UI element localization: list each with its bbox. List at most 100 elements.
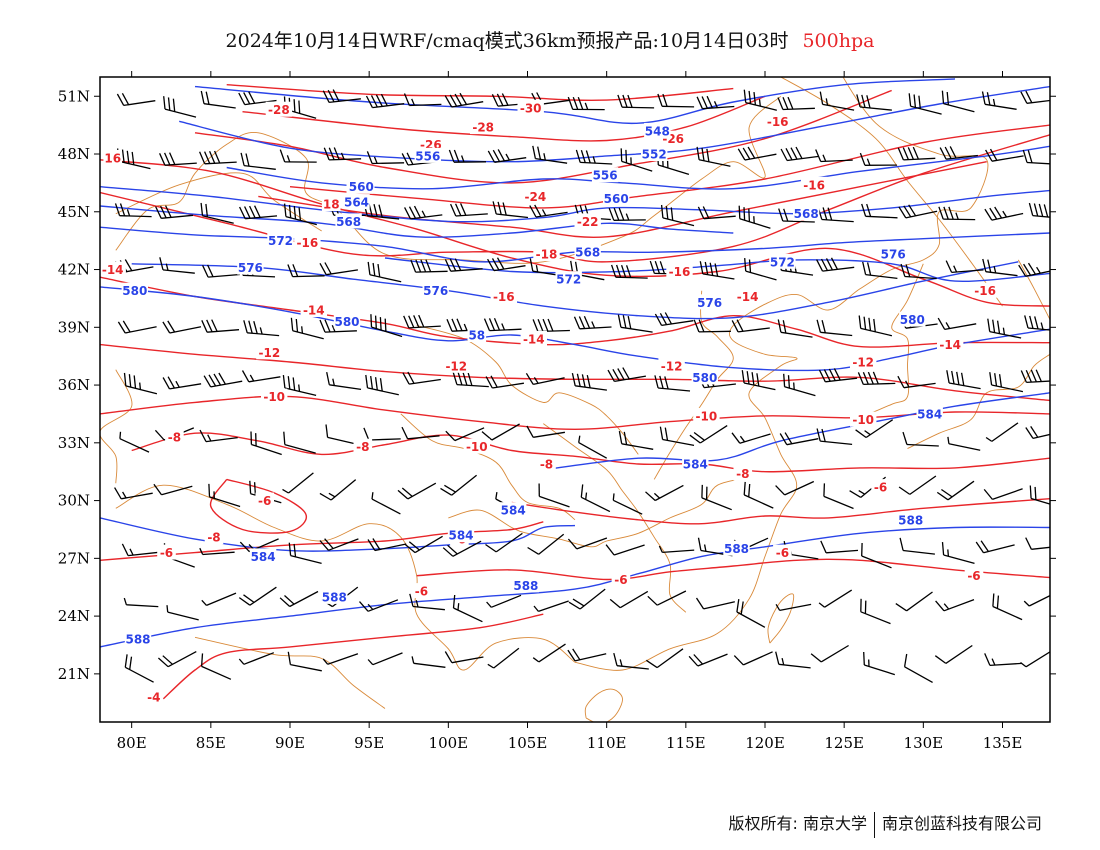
wind-barb xyxy=(660,204,695,227)
contour-label-bg xyxy=(937,336,964,352)
temperature-contour xyxy=(162,613,544,700)
boundary-line xyxy=(584,688,623,722)
contour-label: -6 xyxy=(614,573,627,587)
x-tick-label: 120E xyxy=(745,734,785,752)
boundary-line xyxy=(574,77,989,671)
wind-barb xyxy=(783,373,816,397)
wind-barb xyxy=(322,653,359,665)
wind-barb xyxy=(1024,315,1050,331)
contour-label: -12 xyxy=(661,359,683,373)
wind-barb xyxy=(983,488,1023,501)
contour-label: -24 xyxy=(525,190,547,204)
axis-layer: 80E 85E 90E 95E 100E 105E 110E 115E 120E 125E 130E… xyxy=(58,71,1056,752)
contour-label-bg xyxy=(447,527,475,543)
y-tick-label: 45N xyxy=(58,203,90,221)
wind-barb xyxy=(613,652,649,670)
wind-barb xyxy=(250,431,282,456)
contour-label-bg xyxy=(691,369,718,385)
wind-barb xyxy=(486,594,522,608)
wind-barb xyxy=(485,532,523,553)
wind-barb xyxy=(529,204,568,218)
x-tick-label: 130E xyxy=(904,734,944,752)
copyright-owner-1: 版权所有: 南京大学 xyxy=(728,814,867,833)
wind-barb xyxy=(403,93,442,107)
wind-barb xyxy=(159,152,197,166)
wind-barb xyxy=(290,317,324,340)
boundary-line xyxy=(100,369,133,484)
wind-barb xyxy=(897,146,936,161)
height-contour xyxy=(100,526,1050,648)
boundary-line xyxy=(115,484,576,671)
contour-label-bg xyxy=(644,122,671,138)
wind-barb xyxy=(855,419,894,439)
wind-barb xyxy=(898,204,938,219)
wind-barb xyxy=(946,370,981,390)
wind-barb xyxy=(607,367,647,383)
wind-barb xyxy=(731,432,771,444)
temperature-contour xyxy=(289,124,1050,209)
wind-barb xyxy=(775,480,815,496)
contour-label: -8 xyxy=(736,467,749,481)
wind-barb xyxy=(939,146,978,160)
contour-label-bg xyxy=(237,259,264,275)
contour-label: 548 xyxy=(645,124,670,138)
contour-label: -12 xyxy=(445,359,467,373)
wind-barb xyxy=(733,651,773,666)
contour-label: 584 xyxy=(501,504,526,518)
wind-barb xyxy=(238,91,277,106)
wind-barb xyxy=(737,146,777,161)
boundary-line xyxy=(400,413,576,521)
wind-barb xyxy=(487,149,527,163)
wind-barb xyxy=(397,482,437,500)
wind-barb xyxy=(162,376,202,390)
wind-barb xyxy=(201,592,237,606)
height-contour xyxy=(100,205,734,238)
contour-label: -22 xyxy=(577,215,599,229)
wind-barb xyxy=(323,147,362,161)
wind-barb xyxy=(741,370,776,391)
contour-label-bg xyxy=(500,502,527,518)
wind-barb xyxy=(608,207,646,221)
wind-barb xyxy=(527,533,565,555)
wind-barb xyxy=(238,586,277,606)
copyright-owner-2: 南京创蓝科技有限公司 xyxy=(881,814,1042,833)
wind-barb xyxy=(731,319,770,333)
contour-label-bg xyxy=(157,544,176,560)
contour-label-bg xyxy=(124,631,152,647)
contour-label: 588 xyxy=(125,633,150,647)
wind-barb xyxy=(159,257,195,274)
wind-barb xyxy=(538,483,570,508)
wind-barb xyxy=(903,653,933,683)
wind-barb xyxy=(365,93,405,109)
title-text: 2024年10月14日WRF/cmaq模式36km预报产品:10月14日03时 xyxy=(225,30,789,52)
y-tick-label: 51N xyxy=(58,87,90,105)
boundary-line xyxy=(448,477,750,548)
wind-barb xyxy=(202,264,240,278)
contour-label-bg xyxy=(412,583,431,599)
wind-barb xyxy=(287,264,325,278)
wind-barb xyxy=(123,372,158,395)
wind-barb xyxy=(1020,369,1050,384)
height-contour xyxy=(131,261,1019,320)
wind-barb xyxy=(992,593,1023,621)
wind-barb xyxy=(1029,485,1050,505)
wind-barb xyxy=(1022,149,1050,165)
contour-label-bg xyxy=(121,282,148,298)
boundary-line xyxy=(859,263,924,419)
contour-label: -6 xyxy=(967,569,980,583)
x-tick-label: 105E xyxy=(508,734,548,752)
contour-label-bg xyxy=(467,327,487,342)
wind-barb xyxy=(155,205,194,219)
wind-barb xyxy=(567,537,608,550)
wind-barb xyxy=(778,208,815,223)
contour-label: 584 xyxy=(251,550,276,564)
wind-barb xyxy=(617,94,655,109)
contour-label: 568 xyxy=(336,215,361,229)
wind-barb xyxy=(162,320,202,334)
wind-barb xyxy=(699,261,735,280)
wind-barb xyxy=(319,319,357,333)
x-tick-label: 115E xyxy=(666,734,706,752)
wind-barb xyxy=(238,652,275,665)
boundary-line xyxy=(780,77,1003,307)
